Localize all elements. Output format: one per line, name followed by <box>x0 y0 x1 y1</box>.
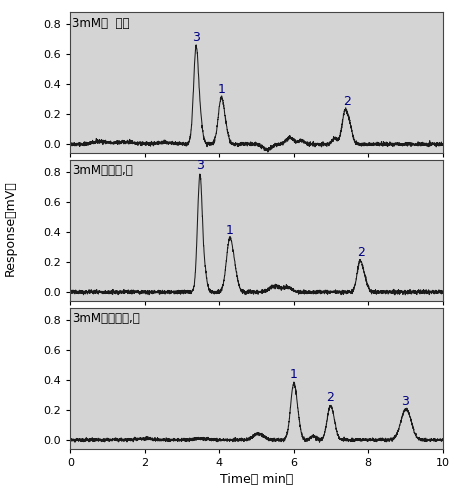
Text: 3: 3 <box>192 31 200 44</box>
Text: 1: 1 <box>218 83 226 96</box>
Text: 3: 3 <box>196 159 204 172</box>
X-axis label: Time（ min）: Time（ min） <box>220 474 293 487</box>
Text: 2: 2 <box>343 95 350 108</box>
Text: 2: 2 <box>326 391 334 404</box>
Text: 1: 1 <box>226 224 234 237</box>
Text: Response（mV）: Response（mV） <box>4 180 16 276</box>
Text: 2: 2 <box>358 246 365 259</box>
Text: 3mM甲  酸铵: 3mM甲 酸铵 <box>72 17 130 30</box>
Text: 3: 3 <box>401 395 410 408</box>
Text: 3mM亚硫酸氢,钠: 3mM亚硫酸氢,钠 <box>72 312 140 325</box>
Text: 3mM硫酸氢,钠: 3mM硫酸氢,钠 <box>72 165 133 178</box>
Text: 1: 1 <box>290 369 298 381</box>
